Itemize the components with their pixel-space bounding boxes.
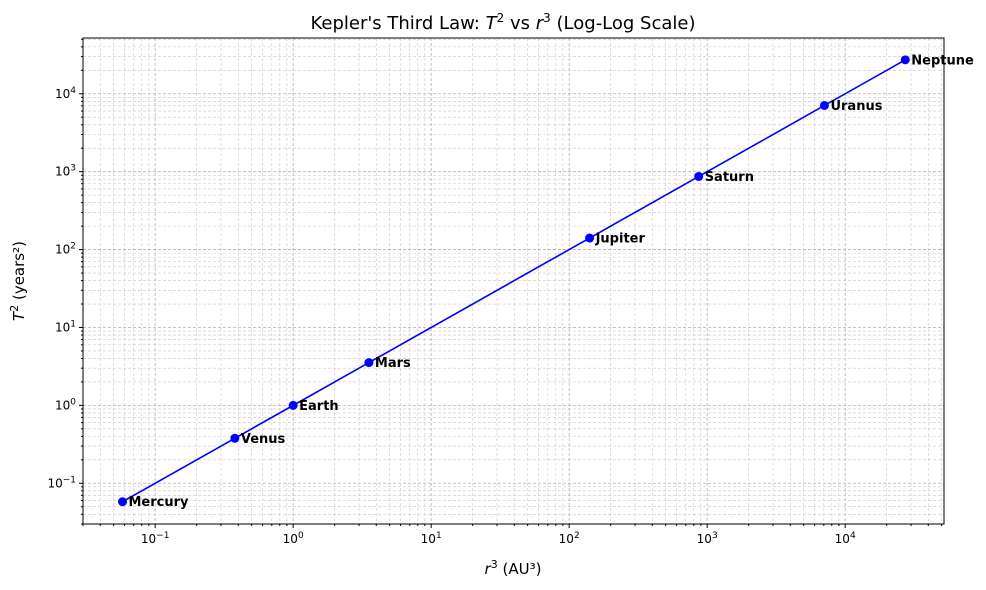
data-point <box>288 400 298 410</box>
data-label: Mercury <box>129 495 190 510</box>
data-point <box>694 171 704 181</box>
data-point <box>585 233 595 243</box>
y-tick-label: 100 <box>55 397 76 412</box>
y-tick-label: 102 <box>55 242 76 257</box>
x-tick-label: 10−1 <box>141 531 170 546</box>
y-axis-label: T2 (years²) <box>8 241 28 321</box>
data-label: Venus <box>241 432 286 447</box>
axes: 10−1 100 101 102 103 104 10−1 100 101 102 103 104 <box>47 38 943 546</box>
data-point <box>364 358 374 368</box>
y-tick-label: 104 <box>55 86 76 101</box>
data-label: Saturn <box>705 170 754 185</box>
data-label: Jupiter <box>595 232 646 247</box>
data-label: Earth <box>299 399 339 414</box>
grid <box>82 38 944 525</box>
data-label: Uranus <box>830 99 882 114</box>
chart-title: Kepler's Third Law: T2 vs r3 (Log-Log Sc… <box>310 11 695 34</box>
data-point <box>819 100 829 110</box>
data-point <box>900 55 910 65</box>
x-tick-label: 101 <box>421 531 442 546</box>
data-label: Mars <box>375 356 411 371</box>
y-tick-label: 103 <box>55 164 76 179</box>
data-label: Neptune <box>911 53 974 68</box>
x-tick-label: 103 <box>697 531 718 546</box>
x-tick-label: 104 <box>835 531 856 546</box>
series-layer: Mercury Venus Earth Mars Jupiter Saturn Uranus… <box>118 53 974 510</box>
series-line <box>122 59 906 503</box>
x-tick-label: 100 <box>283 531 304 546</box>
x-tick-label: 102 <box>559 531 580 546</box>
x-axis-label: r3 (AU³) <box>485 558 542 578</box>
y-tick-label: 101 <box>55 319 76 334</box>
y-tick-label: 10−1 <box>47 475 76 490</box>
data-point <box>230 433 240 443</box>
data-point <box>118 497 128 507</box>
